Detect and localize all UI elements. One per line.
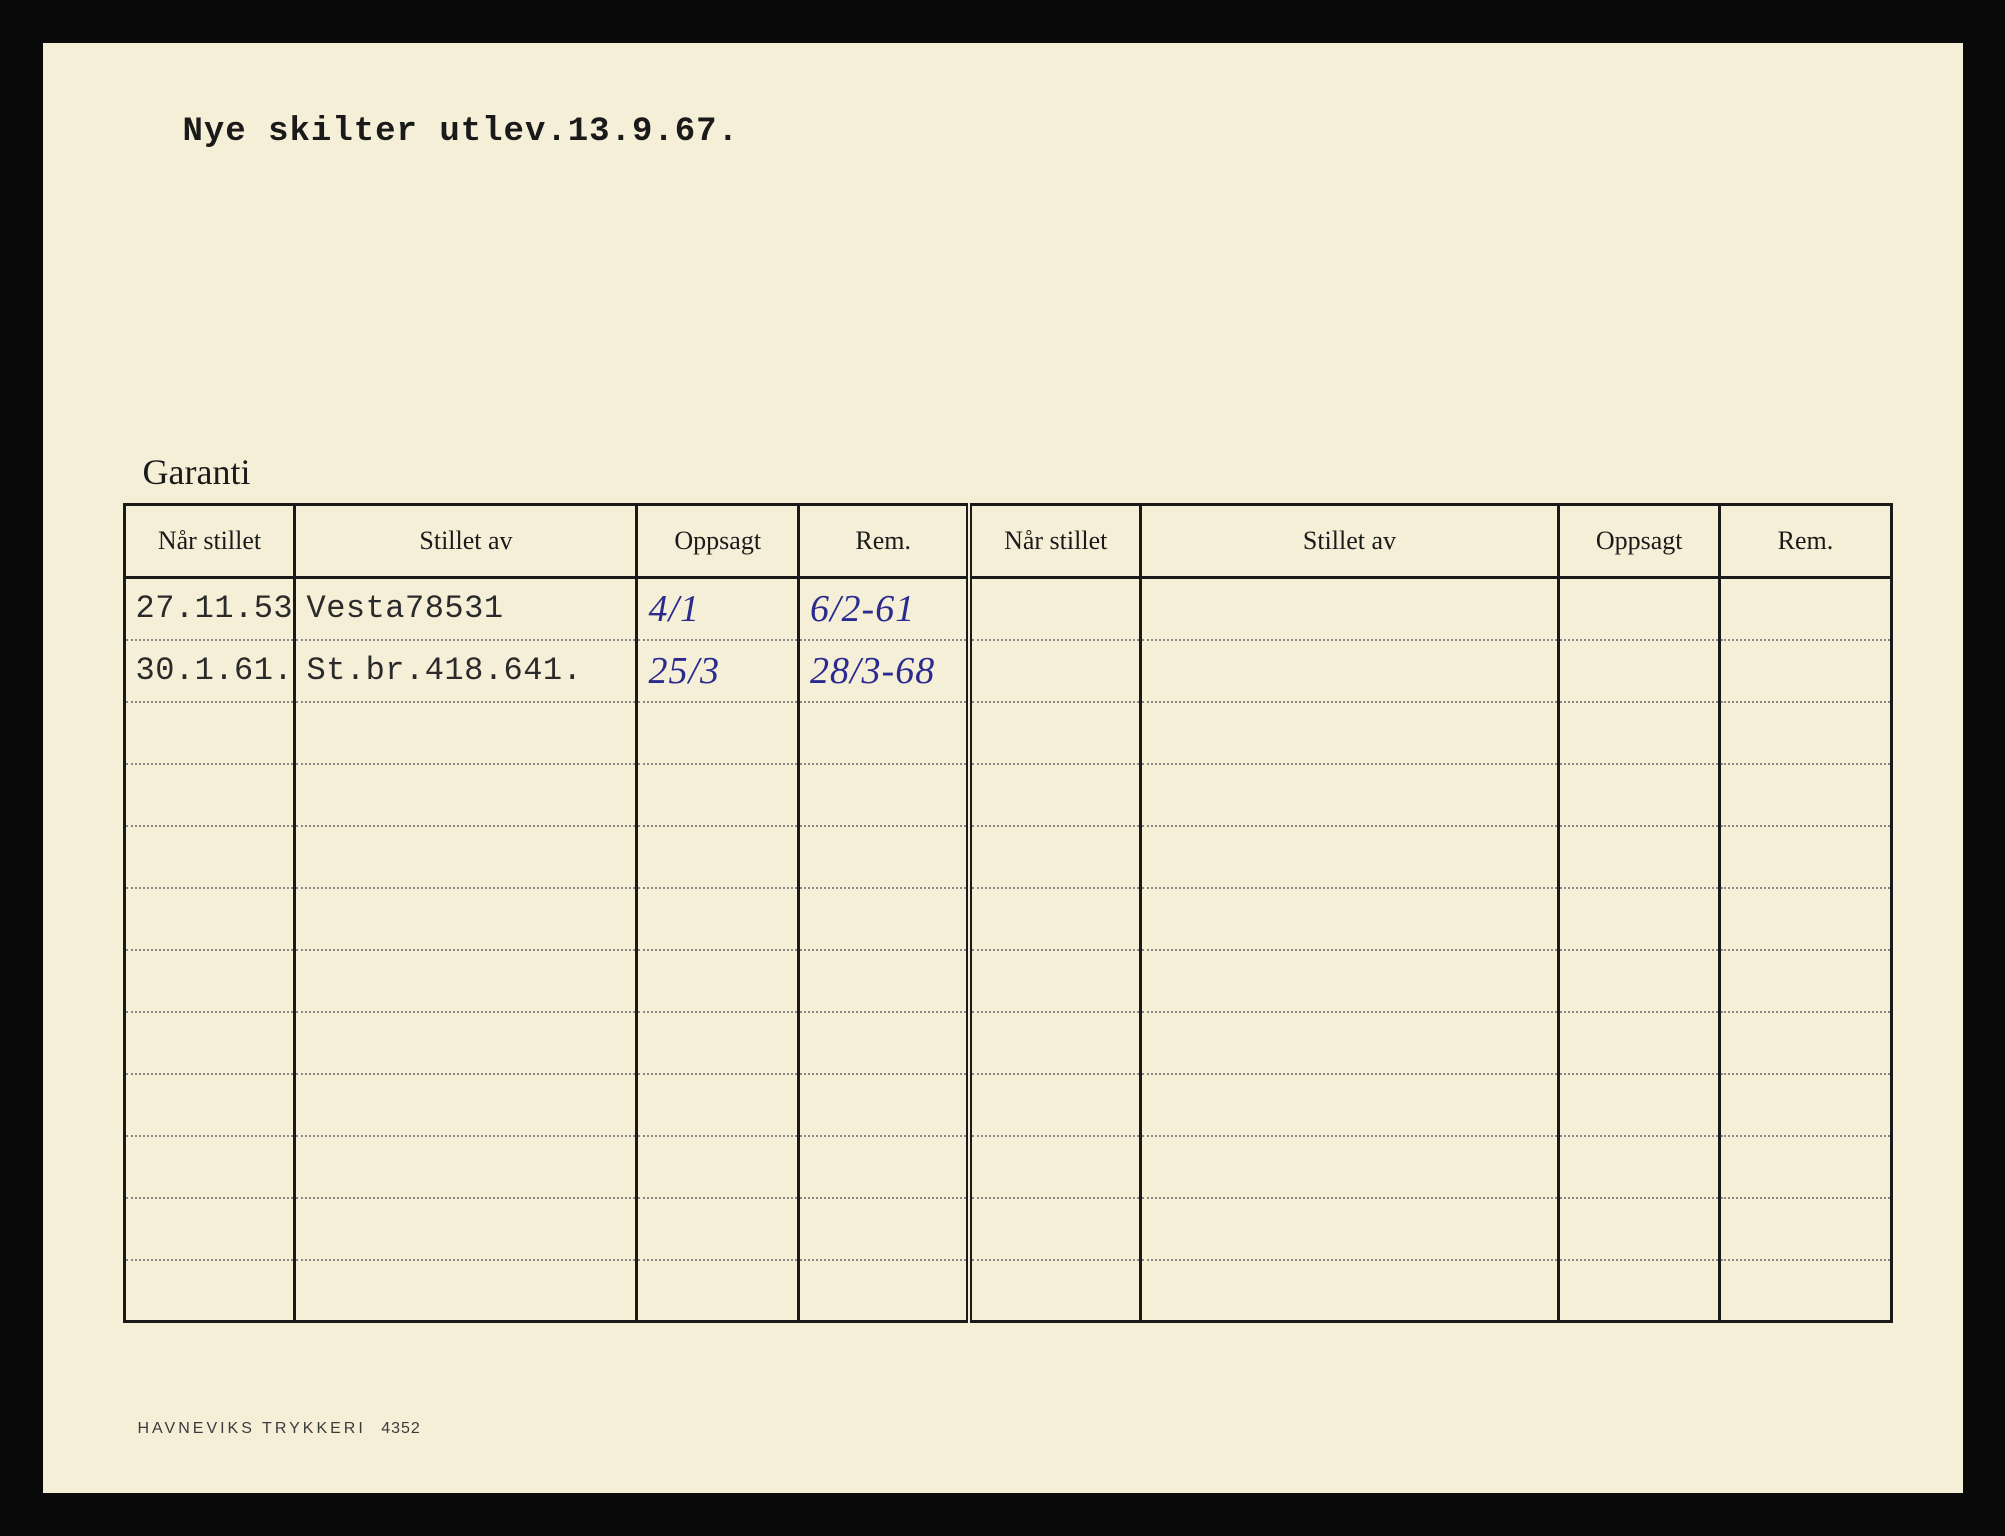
col-header-stillet-av-2: Stillet av <box>1140 505 1558 578</box>
table-row: 30.1.61. St.br.418.641. 25/3 28/3-68 <box>124 640 1891 702</box>
table-row <box>124 950 1891 1012</box>
col-header-oppsagt: Oppsagt <box>637 505 799 578</box>
footer-form-number: 4352 <box>381 1420 421 1437</box>
cell-oppsagt: 25/3 <box>648 650 720 692</box>
table-row <box>124 1198 1891 1260</box>
cell-rem: 28/3-68 <box>810 650 935 692</box>
table-row <box>124 1012 1891 1074</box>
cell-nar-stillet: 27.11.53 <box>136 590 294 627</box>
cell-stillet-av: St.br.418.641. <box>306 652 582 689</box>
cell-nar-stillet: 30.1.61. <box>136 652 294 689</box>
col-header-oppsagt-2: Oppsagt <box>1558 505 1720 578</box>
table-header-row: Når stillet Stillet av Oppsagt Rem. Når … <box>124 505 1891 578</box>
cell-stillet-av: Vesta78531 <box>306 590 503 627</box>
top-note: Nye skilter utlev.13.9.67. <box>183 113 1893 151</box>
document-page: Nye skilter utlev.13.9.67. Garanti Når s… <box>43 43 1963 1493</box>
cell-oppsagt: 4/1 <box>648 588 700 630</box>
col-header-nar-stillet: Når stillet <box>124 505 295 578</box>
table-row <box>124 1260 1891 1322</box>
col-header-rem-2: Rem. <box>1720 505 1891 578</box>
table-row <box>124 702 1891 764</box>
footer-printer-name: HAVNEVIKS TRYKKERI <box>138 1420 366 1437</box>
footer-imprint: HAVNEVIKS TRYKKERI 4352 <box>138 1420 421 1438</box>
guaranty-table: Når stillet Stillet av Oppsagt Rem. Når … <box>123 503 1893 1323</box>
table-row <box>124 1074 1891 1136</box>
table-row <box>124 826 1891 888</box>
col-header-stillet-av: Stillet av <box>295 505 637 578</box>
table-row <box>124 1136 1891 1198</box>
table-row: 27.11.53 Vesta78531 4/1 6/2-61 <box>124 578 1891 640</box>
table-body: 27.11.53 Vesta78531 4/1 6/2-61 30.1.61. … <box>124 578 1891 1322</box>
table-row <box>124 764 1891 826</box>
cell-rem: 6/2-61 <box>810 588 915 630</box>
section-title-garanti: Garanti <box>143 451 1893 493</box>
col-header-rem: Rem. <box>798 505 969 578</box>
table-row <box>124 888 1891 950</box>
col-header-nar-stillet-2: Når stillet <box>969 505 1140 578</box>
